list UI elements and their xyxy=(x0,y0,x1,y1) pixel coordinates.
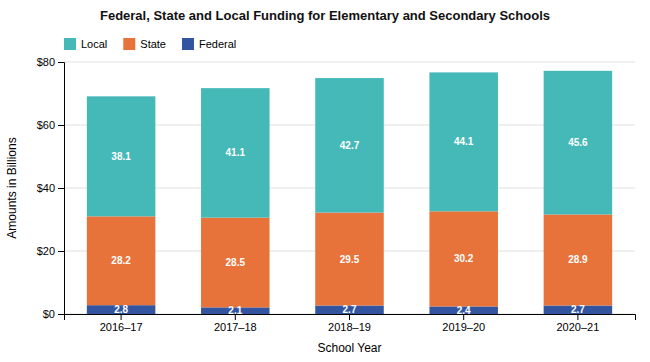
tick-label: $0 xyxy=(43,308,55,320)
legend-label: Federal xyxy=(199,38,236,50)
data-label: 38.1 xyxy=(111,151,131,162)
tick: 2018–19 xyxy=(328,314,371,333)
tick-mark xyxy=(58,251,64,252)
tick-label: 2019–20 xyxy=(442,321,485,333)
axis-line xyxy=(58,63,65,315)
tick: 2020–21 xyxy=(556,314,599,333)
tick-label: $60 xyxy=(37,119,55,131)
legend-item: State xyxy=(123,38,166,50)
legend-swatch xyxy=(123,38,135,50)
bar xyxy=(315,78,384,213)
bar xyxy=(544,71,613,215)
tick-label: 2018–19 xyxy=(328,321,371,333)
tick: 2017–18 xyxy=(214,314,257,333)
tick-label: $20 xyxy=(37,245,55,257)
tick: $20 xyxy=(37,245,64,257)
tick-mark xyxy=(349,314,350,320)
tick-mark xyxy=(463,314,464,320)
tick-mark xyxy=(58,62,64,63)
legend-label: Local xyxy=(81,38,107,50)
tick: $60 xyxy=(37,119,64,131)
data-label: 28.2 xyxy=(111,255,131,266)
bar xyxy=(201,88,270,217)
tick-label: 2020–21 xyxy=(556,321,599,333)
data-label: 30.2 xyxy=(454,253,474,264)
tick-label: 2017–18 xyxy=(214,321,257,333)
x-axis: 2016–17 2017–18 2018–19 2019–20 2020–21 xyxy=(65,314,636,333)
bars xyxy=(87,71,612,314)
tick-mark xyxy=(577,314,578,320)
plot: 2.82.12.72.42.728.228.529.530.228.938.14… xyxy=(37,56,636,333)
tick-mark xyxy=(121,314,122,320)
bar xyxy=(87,216,156,305)
chart: Federal, State and Local Funding for Ele… xyxy=(0,0,650,362)
data-label: 41.1 xyxy=(226,147,246,158)
tick-mark xyxy=(58,188,64,189)
tick: $80 xyxy=(37,56,64,68)
series-bars xyxy=(87,211,612,307)
bar xyxy=(429,72,498,211)
tick: 2019–20 xyxy=(442,314,485,333)
tick-mark xyxy=(235,314,236,320)
data-label: 29.5 xyxy=(340,254,360,265)
tick: $0 xyxy=(43,308,64,320)
tick-mark xyxy=(58,314,64,315)
tick: 2016–17 xyxy=(100,314,143,333)
legend-label: State xyxy=(140,38,166,50)
bar xyxy=(315,213,384,306)
data-label: 2.8 xyxy=(114,304,128,315)
data-label: 42.7 xyxy=(340,140,360,151)
x-axis-title: School Year xyxy=(317,341,381,355)
legend: Local State Federal xyxy=(64,38,236,50)
y-axis: $0 $20 $40 $60 $80 xyxy=(37,56,65,320)
tick-label: $80 xyxy=(37,56,55,68)
data-label: 45.6 xyxy=(568,137,588,148)
legend-swatch xyxy=(182,38,194,50)
data-label: 2.7 xyxy=(343,304,357,315)
tick: $40 xyxy=(37,182,64,194)
data-label: 28.5 xyxy=(226,257,246,268)
bar xyxy=(201,218,270,308)
grid xyxy=(64,62,635,314)
tick-mark xyxy=(58,125,64,126)
data-labels: 2.82.12.72.42.728.228.529.530.228.938.14… xyxy=(111,136,588,316)
series-bars xyxy=(87,71,612,218)
tick-label: 2016–17 xyxy=(100,321,143,333)
data-label: 28.9 xyxy=(568,254,588,265)
y-axis-title: Amounts in Billions xyxy=(5,137,19,238)
data-label: 2.7 xyxy=(571,304,585,315)
legend-item: Federal xyxy=(182,38,236,50)
bar xyxy=(429,211,498,306)
grid-line xyxy=(64,62,635,63)
tick-label: $40 xyxy=(37,182,55,194)
bar xyxy=(544,214,613,305)
legend-swatch xyxy=(64,38,76,50)
legend-item: Local xyxy=(64,38,107,50)
data-label: 44.1 xyxy=(454,136,474,147)
bar xyxy=(87,96,156,216)
axis-line xyxy=(65,315,636,321)
title: Federal, State and Local Funding for Ele… xyxy=(100,8,550,23)
